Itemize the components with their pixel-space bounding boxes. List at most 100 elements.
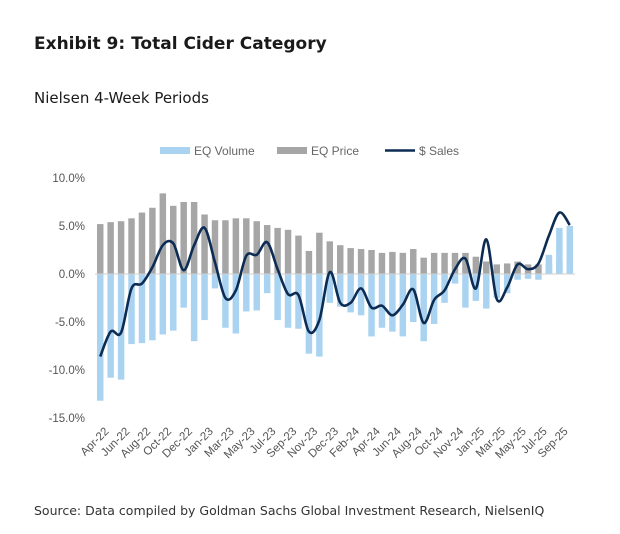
eq-price-bar <box>284 229 292 274</box>
eq-volume-bar <box>107 274 114 378</box>
eq-volume-bar <box>128 274 135 345</box>
eq-price-bar <box>389 251 396 274</box>
eq-volume-bar <box>180 274 187 308</box>
eq-volume-bar <box>462 274 469 308</box>
eq-price-bar <box>211 220 219 274</box>
eq-volume-bar <box>201 274 208 321</box>
eq-volume-bar <box>410 274 417 322</box>
eq-volume-bar <box>295 274 302 329</box>
eq-price-bar <box>399 252 407 274</box>
eq-volume-bar <box>138 274 146 344</box>
page-title: Exhibit 9: Total Cider Category <box>34 34 327 54</box>
eq-price-bar <box>410 249 417 274</box>
eq-volume-bar <box>535 274 542 280</box>
eq-price-bar <box>336 245 344 274</box>
eq-price-bar <box>96 224 104 274</box>
eq-volume-bar <box>284 274 292 328</box>
eq-price-bar <box>170 205 177 274</box>
eq-volume-bar <box>389 274 396 332</box>
eq-price-bar <box>190 202 198 274</box>
eq-price-bar <box>535 264 542 274</box>
source-note: Source: Data compiled by Goldman Sachs G… <box>34 503 545 518</box>
y-tick-label: -5.0% <box>55 317 85 329</box>
eq-volume-bar <box>96 274 104 401</box>
legend-swatch <box>277 147 307 154</box>
eq-price-bar <box>441 252 448 274</box>
eq-volume-bar <box>336 274 344 307</box>
eq-price-bar <box>420 257 427 274</box>
eq-price-bar <box>378 252 386 274</box>
eq-volume-bar <box>524 274 532 279</box>
eq-volume-bars <box>96 226 574 401</box>
eq-volume-bar <box>566 226 574 274</box>
legend-label: EQ Volume <box>194 144 255 158</box>
chart-legend: EQ Volume EQ Price $ Sales <box>160 144 459 158</box>
eq-price-bar <box>295 235 302 274</box>
y-tick-label: -10.0% <box>49 365 85 377</box>
eq-price-bar <box>180 202 187 274</box>
eq-price-bar <box>347 248 354 274</box>
eq-volume-bar <box>117 274 125 380</box>
legend-label: $ Sales <box>419 144 459 158</box>
eq-price-bar <box>117 221 125 274</box>
eq-price-bar <box>493 264 500 274</box>
eq-volume-bar <box>556 227 563 274</box>
eq-volume-bar <box>503 274 511 294</box>
eq-price-bar <box>222 220 229 274</box>
eq-volume-bar <box>149 274 156 341</box>
chart-subtitle: Nielsen 4-Week Periods <box>34 89 209 107</box>
eq-price-bar <box>159 193 167 274</box>
sales-line <box>99 211 571 358</box>
eq-price-bar <box>503 263 511 274</box>
eq-price-bar <box>243 218 250 274</box>
y-tick-label: 5.0% <box>59 221 85 233</box>
eq-volume-bar <box>159 274 167 335</box>
eq-price-bar <box>274 227 281 274</box>
eq-price-bar <box>128 218 135 274</box>
eq-price-bar <box>368 250 375 274</box>
eq-price-bar <box>305 250 313 274</box>
eq-price-bar <box>462 252 469 274</box>
eq-price-bar <box>316 232 323 274</box>
eq-price-bar <box>253 221 260 274</box>
eq-volume-bar <box>483 274 490 309</box>
eq-price-bar <box>514 261 521 274</box>
eq-price-bar <box>107 222 114 274</box>
eq-volume-bar <box>451 274 459 284</box>
eq-volume-bar <box>326 274 334 303</box>
cider-category-chart: EQ Volume EQ Price $ Sales 10.0% 5.0% 0.0% -5… <box>49 144 575 461</box>
eq-volume-bar <box>170 274 177 331</box>
eq-price-bar <box>201 214 208 274</box>
eq-volume-bar <box>274 274 281 321</box>
eq-price-bar <box>472 256 480 274</box>
eq-volume-bar <box>493 274 500 298</box>
eq-price-bar <box>483 261 490 274</box>
eq-volume-bar <box>357 274 365 316</box>
legend-swatch <box>160 147 190 154</box>
eq-volume-bar <box>263 274 271 294</box>
y-axis-ticks: 10.0% 5.0% 0.0% -5.0% -10.0% -15.0% <box>49 173 85 425</box>
y-tick-label: 0.0% <box>59 269 85 281</box>
eq-price-bar <box>430 252 438 274</box>
eq-volume-bar <box>253 274 260 311</box>
eq-price-bar <box>263 225 271 274</box>
eq-volume-bar <box>514 274 521 280</box>
eq-volume-bar <box>545 254 553 274</box>
eq-volume-bar <box>222 274 229 328</box>
eq-volume-bar <box>305 274 313 354</box>
eq-price-bar <box>149 207 156 274</box>
eq-price-bar <box>138 212 146 274</box>
legend-label: EQ Price <box>311 144 359 158</box>
eq-volume-bar <box>368 274 375 337</box>
eq-price-bars <box>96 193 574 274</box>
eq-price-bar <box>326 241 334 274</box>
eq-volume-bar <box>232 274 240 334</box>
eq-price-bar <box>357 249 365 274</box>
y-tick-label: 10.0% <box>52 173 85 185</box>
eq-volume-bar <box>420 274 427 342</box>
eq-volume-bar <box>190 274 198 342</box>
eq-volume-bar <box>347 274 354 313</box>
eq-volume-bar <box>243 274 250 312</box>
eq-volume-bar <box>378 274 386 328</box>
y-tick-label: -15.0% <box>49 413 85 425</box>
